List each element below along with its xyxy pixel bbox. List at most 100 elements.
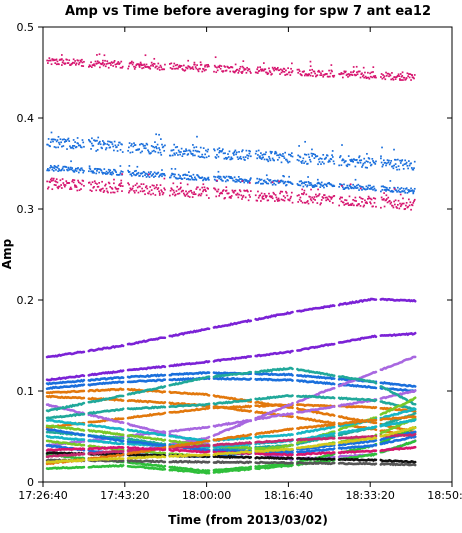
data-point	[395, 163, 397, 165]
data-point	[332, 202, 334, 204]
series-segment	[381, 333, 415, 336]
data-point	[173, 173, 175, 175]
data-point	[371, 164, 373, 166]
data-point	[129, 152, 131, 154]
data-point	[333, 185, 335, 187]
data-point	[345, 71, 347, 73]
data-point	[369, 188, 371, 190]
data-point	[370, 203, 372, 205]
data-point	[200, 195, 202, 197]
data-point	[56, 178, 58, 180]
data-point	[356, 71, 358, 73]
data-point	[310, 182, 312, 184]
data-point	[187, 184, 189, 186]
data-point	[259, 66, 261, 68]
series-segment	[89, 382, 123, 385]
data-point	[370, 198, 372, 200]
data-point	[259, 155, 261, 157]
data-point	[106, 60, 108, 62]
data-point	[107, 172, 109, 174]
data-point	[405, 205, 407, 207]
data-point	[396, 191, 398, 193]
data-point	[331, 197, 333, 199]
data-point	[76, 146, 78, 148]
data-point	[225, 181, 227, 183]
data-point	[143, 172, 145, 174]
data-point	[289, 71, 291, 73]
data-point	[75, 168, 77, 170]
data-point	[170, 177, 172, 179]
data-point	[356, 185, 358, 187]
data-point	[311, 200, 313, 202]
data-point	[187, 195, 189, 197]
data-point	[112, 173, 114, 175]
data-point	[196, 64, 198, 66]
data-point	[140, 190, 142, 192]
data-point	[345, 203, 347, 205]
data-point	[158, 67, 160, 69]
data-point	[220, 176, 222, 178]
data-point	[276, 199, 278, 201]
data-point	[137, 187, 139, 189]
data-point	[238, 151, 240, 153]
data-point	[401, 203, 403, 205]
data-point	[181, 65, 183, 67]
data-point	[192, 155, 194, 157]
data-point	[98, 172, 100, 174]
data-point	[284, 157, 286, 159]
data-point	[208, 197, 210, 199]
data-point	[256, 150, 258, 152]
data-point	[162, 194, 164, 196]
data-point	[375, 206, 377, 208]
data-point	[197, 186, 199, 188]
data-point	[106, 63, 108, 65]
data-point	[218, 175, 220, 177]
data-point	[204, 157, 206, 159]
data-point	[407, 75, 409, 77]
data-series	[46, 53, 415, 81]
data-point	[127, 150, 129, 152]
data-point	[191, 192, 193, 194]
data-point	[365, 167, 367, 169]
data-point	[188, 179, 190, 181]
data-point	[139, 66, 141, 68]
data-point	[360, 162, 362, 164]
data-point	[129, 171, 131, 173]
data-point	[409, 165, 411, 167]
series-segment	[297, 462, 334, 463]
data-point	[328, 196, 330, 198]
data-point	[242, 180, 244, 182]
data-point	[145, 54, 147, 56]
data-point	[176, 64, 178, 66]
data-point	[359, 155, 361, 157]
data-point	[310, 61, 312, 63]
data-point	[384, 75, 386, 77]
data-point	[292, 202, 294, 204]
data-point	[355, 74, 357, 76]
data-point	[372, 71, 374, 73]
data-point	[139, 175, 141, 177]
data-point	[202, 156, 204, 158]
data-point	[115, 171, 117, 173]
data-point	[388, 75, 390, 77]
data-point	[389, 164, 391, 166]
data-point	[284, 74, 286, 76]
data-point	[116, 188, 118, 190]
data-point	[368, 185, 370, 187]
data-point	[154, 188, 156, 190]
data-point	[395, 166, 397, 168]
data-point	[299, 181, 301, 183]
data-point	[399, 78, 401, 80]
data-point	[74, 171, 76, 173]
data-point	[398, 169, 400, 171]
data-point	[235, 181, 237, 183]
data-point	[109, 169, 111, 171]
data-point	[346, 185, 348, 187]
data-point	[233, 154, 235, 156]
data-point	[281, 191, 283, 193]
data-point	[128, 146, 130, 148]
data-point	[73, 148, 75, 150]
data-point	[92, 145, 94, 147]
data-point	[82, 62, 84, 64]
data-point	[186, 178, 188, 180]
